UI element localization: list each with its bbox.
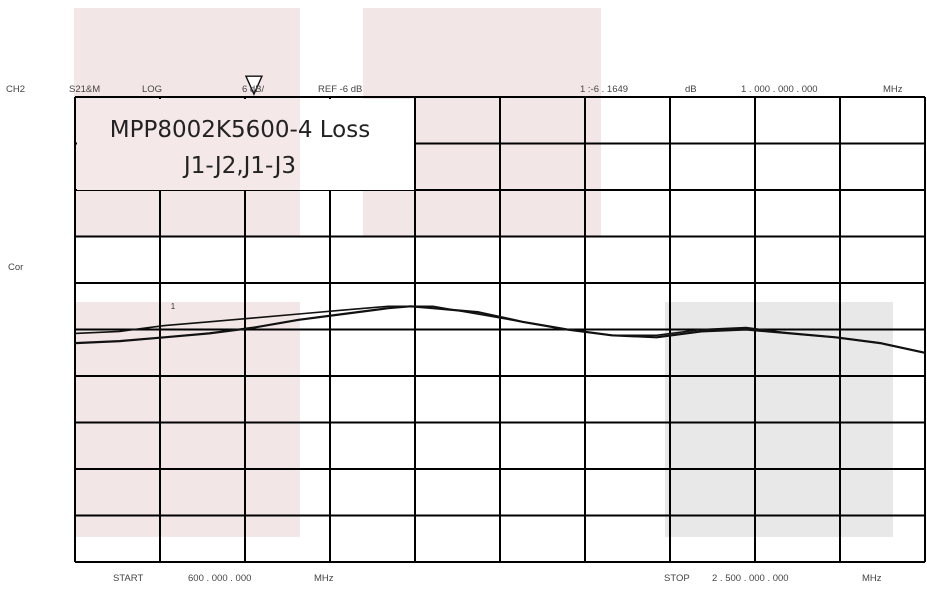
channel-label: CH2 — [6, 84, 26, 95]
trace-2-point-1 — [119, 330, 121, 332]
trace-2-point-2 — [163, 325, 166, 327]
trace-2-point-17 — [790, 332, 792, 334]
trace-group — [74, 305, 926, 354]
marker-readout-value: 1 :-6 . 1649 — [580, 84, 629, 95]
start-frequency: 600 . 000 . 000 — [188, 573, 252, 584]
trace-2-point-3 — [208, 321, 210, 323]
scale-label: 6 dB/ — [242, 84, 265, 95]
annotation-title-line2: J1-J2,J1-J3 — [183, 153, 297, 179]
trace-2-point-18 — [834, 336, 837, 338]
stop-label: STOP — [664, 573, 690, 584]
trace-1-point-9 — [432, 307, 434, 309]
marker-group: 1 — [171, 75, 264, 311]
trace-1-point-16 — [745, 328, 747, 331]
trace-2-point-8 — [409, 305, 412, 307]
plot-grid — [74, 96, 926, 563]
trace-1-point-14 — [656, 336, 658, 338]
trace-1-point-7 — [387, 307, 389, 309]
marker-number: 1 — [171, 302, 176, 311]
reference-label: REF -6 dB — [318, 84, 363, 95]
trace-2-point-19 — [879, 342, 881, 344]
trace-2-point-7 — [387, 305, 389, 307]
trace-2-point-13 — [611, 334, 613, 336]
format-label: LOG — [142, 84, 163, 95]
trace-1-point-0 — [74, 342, 76, 344]
marker-readout-freq: 1 . 000 . 000 . 000 — [741, 84, 818, 95]
watermark-blocks — [74, 8, 893, 537]
trace-1-point-15 — [700, 330, 702, 332]
stop-unit: MHz — [862, 573, 882, 584]
marker-readout-freq-unit: MHz — [883, 84, 903, 95]
trace-2-point-11 — [521, 321, 524, 323]
correction-label: Cor — [8, 262, 24, 273]
watermark-pink-bottom-left — [74, 302, 300, 537]
annotation-box-tint — [77, 99, 300, 190]
trace-2-point-10 — [477, 313, 479, 315]
trace-2-point-14 — [656, 334, 658, 336]
trace-2-point-20 — [924, 352, 926, 354]
trace-2-point-6 — [342, 309, 344, 311]
stop-frequency: 2 . 500 . 000 . 000 — [712, 573, 789, 584]
parameter-label: S21&M — [69, 84, 101, 95]
watermark-gray-bottom-right — [665, 302, 893, 537]
marker-triangle-icon — [244, 75, 264, 96]
trace-2-point-0 — [74, 332, 76, 334]
start-label: START — [113, 573, 144, 584]
annotation-title-line1: MPP8002K5600-4 Loss — [109, 117, 371, 143]
trace-1-point-3 — [208, 332, 210, 334]
trace-2-point-12 — [566, 328, 568, 331]
trace-1-point-10 — [477, 311, 479, 313]
start-unit: MHz — [314, 573, 334, 584]
trace-2-point-5 — [298, 313, 300, 315]
trace-1-point-4 — [253, 327, 255, 329]
trace-2-point-9 — [432, 305, 434, 307]
trace-1-point-2 — [163, 336, 166, 338]
trace-2-point-16 — [745, 327, 747, 329]
trace-2-point-15 — [700, 328, 702, 331]
marker-readout-unit: dB — [685, 84, 697, 95]
trace-1-point-5 — [298, 319, 300, 321]
trace-1-point-6 — [342, 313, 344, 315]
trace-1-point-1 — [119, 340, 121, 342]
trace-2-point-4 — [253, 317, 255, 319]
